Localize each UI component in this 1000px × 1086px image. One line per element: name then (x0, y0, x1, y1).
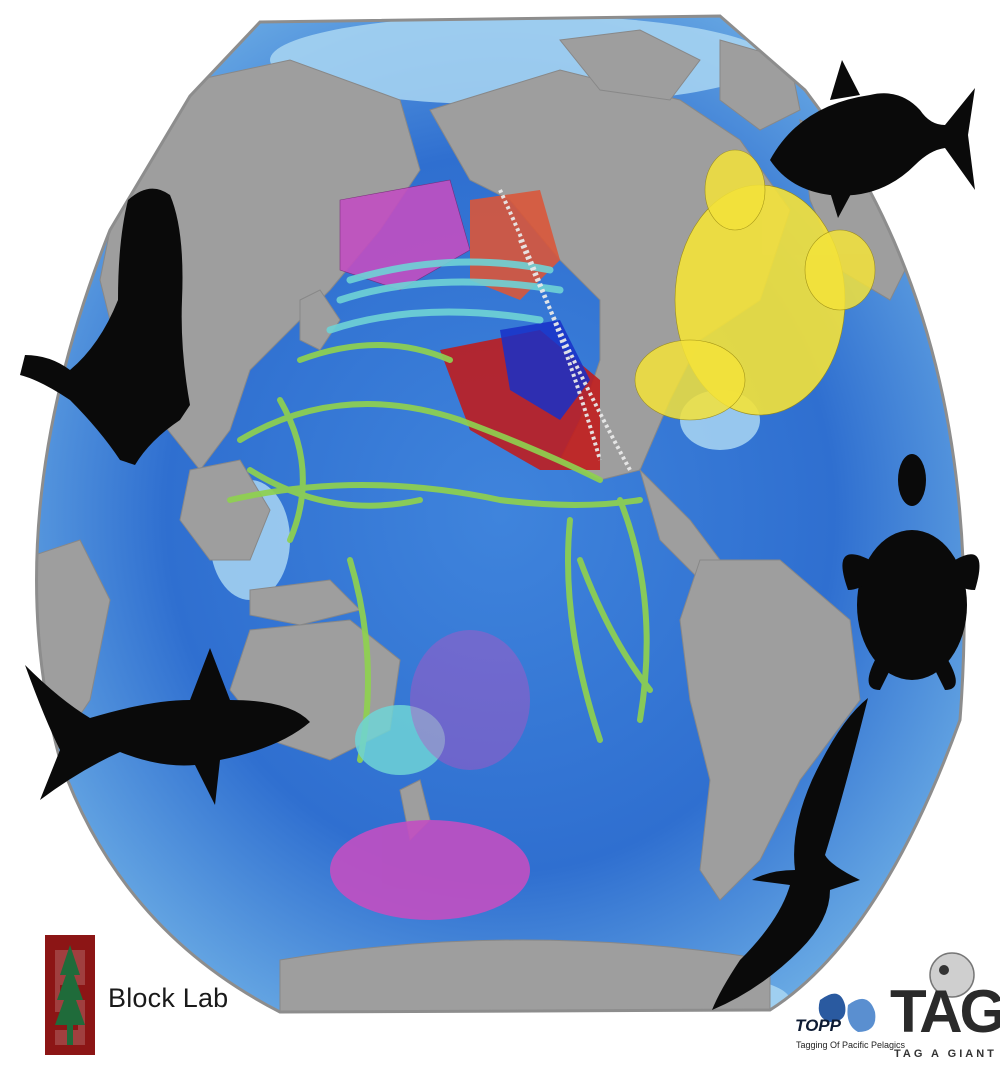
track-lines-green (227, 342, 653, 763)
block-lab-label: Block Lab (108, 983, 229, 1013)
track-lines-cyan (326, 258, 564, 334)
albatross-silhouette (712, 698, 868, 1010)
sea-turtle-silhouette (842, 454, 980, 690)
globe-outline (35, 14, 966, 1014)
track-cluster-cyan-south (355, 705, 445, 775)
tag-logo-fish (929, 952, 975, 998)
southeast-asia (179, 459, 271, 561)
south-america (679, 559, 861, 901)
animal-tracks (227, 149, 876, 920)
land-masses (36, 29, 921, 1012)
track-cluster-atlantic-yellow (634, 149, 876, 421)
tuna-silhouette (770, 60, 975, 218)
topp-logo (818, 993, 876, 1032)
tag-wordmark: TAG (890, 978, 1000, 1045)
antarctica (279, 939, 771, 1012)
topp-wordmark: TOPP (795, 1016, 841, 1035)
white-shark-silhouette (25, 648, 310, 805)
indonesia (249, 579, 361, 626)
elephant-seal-silhouette (20, 188, 190, 466)
track-lines-white (498, 189, 632, 471)
tag-tagline: TAG A GIANT (894, 1048, 997, 1060)
arctic-islands (559, 29, 701, 101)
topp-tagline: Tagging Of Pacific Pelagics (796, 1040, 906, 1050)
track-scatter-magenta-south (330, 630, 530, 920)
stanford-logo (45, 935, 95, 1055)
japan (299, 289, 341, 351)
